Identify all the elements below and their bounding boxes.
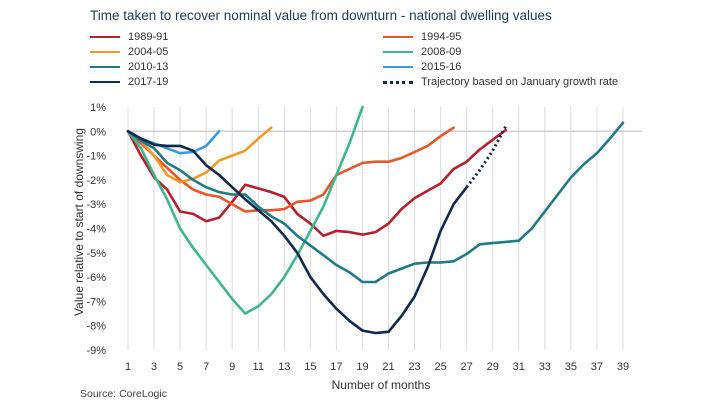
legend-item-2010-13: 2010-13 bbox=[90, 61, 168, 73]
legend-label: Trajectory based on January growth rate bbox=[421, 76, 619, 88]
series-line bbox=[126, 105, 364, 315]
x-tick-label: 25 bbox=[434, 361, 446, 373]
series-line bbox=[465, 125, 508, 189]
x-tick-label: 11 bbox=[253, 361, 264, 373]
legend-item-trajectory: Trajectory based on January growth rate bbox=[383, 76, 618, 88]
legend-label: 2017-19 bbox=[128, 76, 169, 88]
y-tick-label: -2% bbox=[86, 175, 106, 187]
x-tick-label: 15 bbox=[304, 361, 316, 373]
y-tick-label: -8% bbox=[86, 321, 106, 333]
y-axis-title: Value relative to start of downswing bbox=[72, 128, 86, 316]
grid-lines bbox=[127, 107, 624, 350]
source-note: Source: CoreLogic bbox=[80, 388, 167, 400]
legend-swatch bbox=[90, 51, 120, 53]
series-layer bbox=[126, 105, 625, 335]
legend-label: 2010-13 bbox=[128, 61, 169, 73]
x-tick-label: 35 bbox=[565, 361, 577, 373]
x-tick-label: 37 bbox=[591, 361, 603, 373]
legend-item-2015-16: 2015-16 bbox=[383, 61, 461, 73]
legend-item-1994-95: 1994-95 bbox=[383, 31, 461, 43]
legend-label: 1994-95 bbox=[421, 31, 462, 43]
y-tick-label: -1% bbox=[86, 151, 106, 163]
legend-swatch bbox=[383, 80, 413, 84]
y-tick-label: -7% bbox=[86, 296, 106, 308]
legend-item-2004-05: 2004-05 bbox=[90, 46, 168, 58]
x-tick-label: 3 bbox=[151, 361, 157, 373]
x-tick-label: 21 bbox=[382, 361, 394, 373]
y-tick-label: -3% bbox=[86, 199, 106, 211]
chart-title: Time taken to recover nominal value from… bbox=[90, 8, 552, 23]
x-tick-label: 23 bbox=[408, 361, 420, 373]
x-tick-label: 5 bbox=[177, 361, 183, 373]
y-axis: 1% 0% -1% -2% -3% -4% -5% -6% -7% -8% -9% bbox=[86, 102, 106, 357]
x-tick-label: 19 bbox=[356, 361, 368, 373]
legend-label: 1989-91 bbox=[128, 31, 169, 43]
x-tick-label: 33 bbox=[539, 361, 551, 373]
legend-swatch bbox=[383, 66, 413, 68]
series-line bbox=[126, 121, 625, 284]
legend-swatch bbox=[383, 51, 413, 53]
x-tick-label: 31 bbox=[513, 361, 525, 373]
series-line bbox=[126, 128, 507, 238]
x-tick-label: 27 bbox=[461, 361, 473, 373]
x-tick-label: 1 bbox=[125, 361, 131, 373]
series-line bbox=[126, 130, 468, 335]
y-tick-label: -5% bbox=[86, 248, 106, 260]
y-tick-label: -6% bbox=[86, 272, 106, 284]
legend-item-2017-19: 2017-19 bbox=[90, 76, 168, 88]
x-tick-label: 29 bbox=[487, 361, 499, 373]
y-tick-label: -9% bbox=[86, 345, 106, 357]
y-tick-label: 1% bbox=[90, 102, 106, 114]
legend-label: 2008-09 bbox=[421, 46, 462, 58]
legend-swatch bbox=[90, 66, 120, 68]
legend-label: 2004-05 bbox=[128, 46, 169, 58]
y-tick-label: 0% bbox=[90, 126, 106, 138]
x-tick-label: 39 bbox=[617, 361, 629, 373]
y-tick-label: -4% bbox=[86, 224, 106, 236]
x-axis: 1 3 5 7 9 11 13 15 17 19 21 23 25 27 29 31 33 35 37 39 bbox=[125, 361, 629, 373]
x-tick-label: 13 bbox=[278, 361, 290, 373]
legend-item-2008-09: 2008-09 bbox=[383, 46, 461, 58]
legend-swatch bbox=[90, 81, 120, 83]
x-tick-label: 17 bbox=[330, 361, 342, 373]
x-axis-title: Number of months bbox=[332, 378, 431, 392]
legend-swatch bbox=[383, 36, 413, 38]
series-line bbox=[126, 126, 273, 184]
legend-swatch bbox=[90, 36, 120, 38]
x-tick-label: 7 bbox=[203, 361, 209, 373]
x-tick-label: 9 bbox=[229, 361, 235, 373]
legend-item-1989-91: 1989-91 bbox=[90, 31, 168, 43]
legend-label: 2015-16 bbox=[421, 61, 462, 73]
